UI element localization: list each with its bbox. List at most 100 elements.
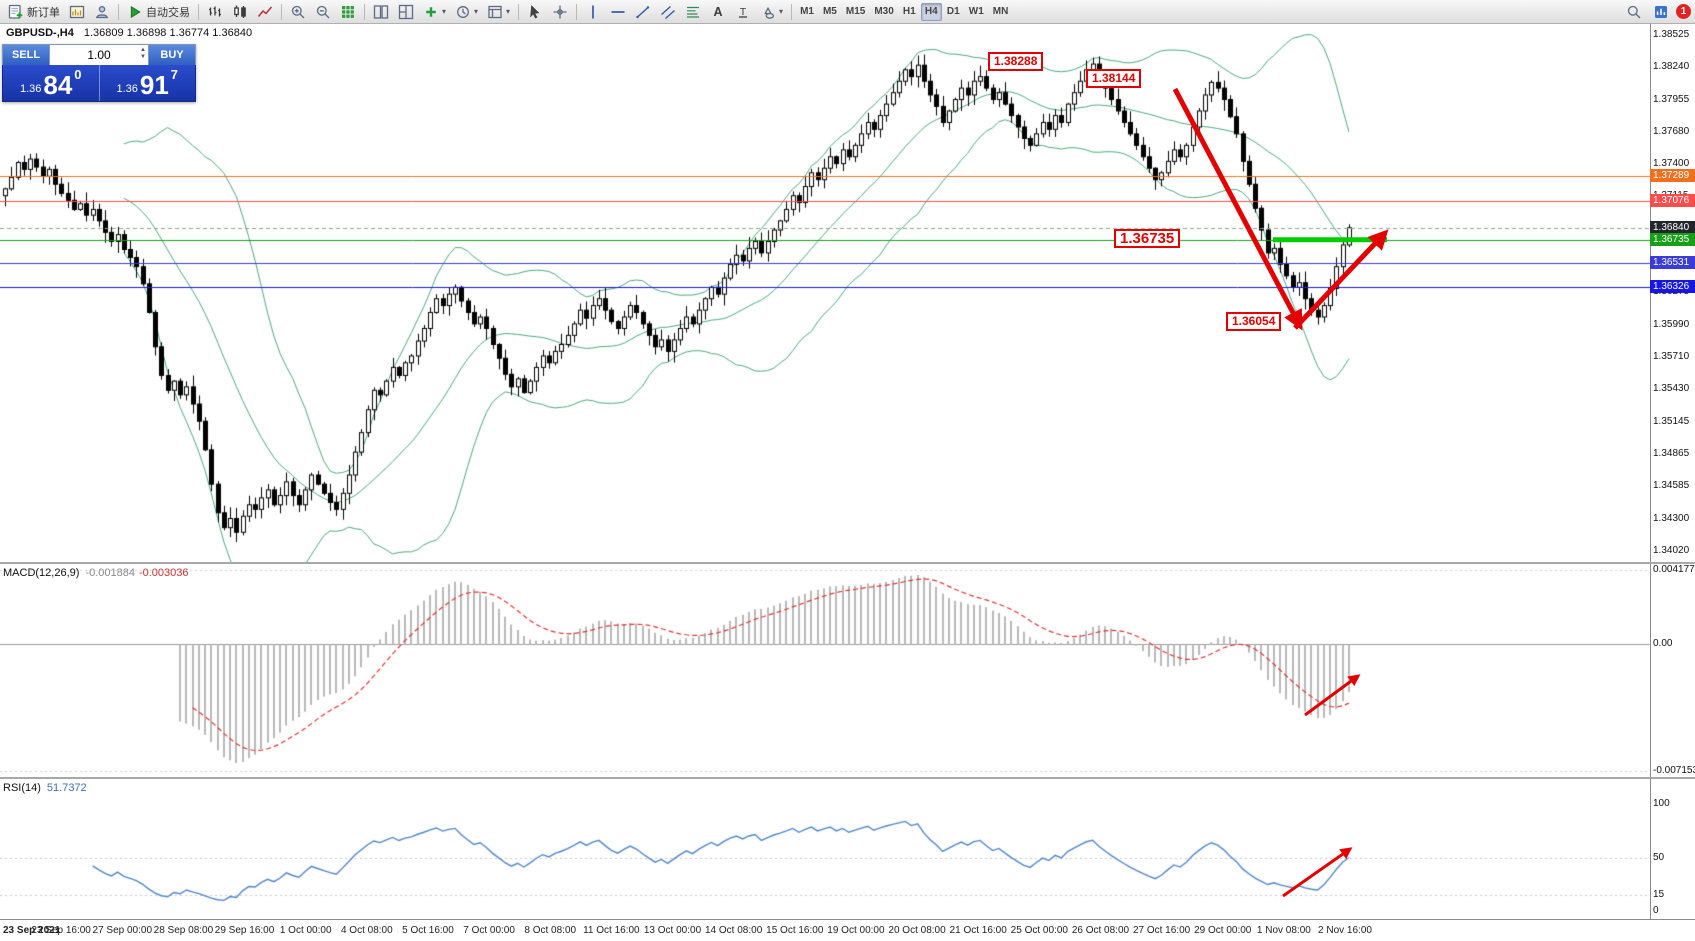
panel-splitter[interactable]	[0, 777, 1695, 779]
price-line-label: 1.37289	[1650, 169, 1695, 183]
timeframe-m30-button[interactable]: M30	[874, 6, 894, 17]
text-icon: A	[714, 5, 723, 19]
timeframe-d1-button[interactable]: D1	[946, 6, 960, 17]
timeframe-h4-button[interactable]: H4	[920, 2, 942, 21]
trade-header-row: SELL 1.00 ▲ ▼ BUY	[2, 44, 196, 65]
toolbar-profile-button[interactable]	[90, 2, 114, 22]
toolbar-separator	[576, 3, 578, 20]
channel-icon	[661, 5, 676, 19]
time-axis-label: 19 Oct 00:00	[827, 925, 885, 936]
timeframe-m1-button[interactable]: M1	[800, 6, 814, 17]
toolbar-channel-button[interactable]	[656, 2, 680, 22]
price-axis-label: 1.34585	[1653, 479, 1690, 491]
hline-icon	[611, 10, 625, 13]
toolbar-chart-window-button[interactable]	[65, 2, 89, 22]
toolbar-market-button[interactable]	[1649, 2, 1673, 22]
market-icon	[1655, 5, 1667, 18]
toolbar-shapes-button[interactable]: ▾	[756, 2, 787, 22]
vline-icon	[592, 5, 594, 18]
toolbar-periods-button[interactable]: ▾	[451, 2, 482, 22]
toolbar-text-label-button[interactable]: T	[731, 2, 755, 22]
buy-price-pip: 7	[170, 67, 179, 82]
panel-splitter[interactable]	[0, 562, 1695, 564]
rsi-panel-canvas[interactable]	[0, 779, 1650, 919]
toolbar-indicators-button[interactable]	[336, 2, 360, 22]
price-annotation[interactable]: 1.36735	[1114, 229, 1181, 248]
toolbar-crosshair-button[interactable]	[548, 2, 572, 22]
toolbar-zoom-in-button[interactable]	[286, 2, 310, 22]
timeframe-w1-button[interactable]: W1	[968, 6, 984, 17]
time-axis[interactable]: 23 Sep 2021 23 Sep 16:00 27 Sep 00:00 28 Se…	[0, 919, 1695, 941]
toolbar-cursor-button[interactable]	[523, 2, 547, 22]
time-axis-label: 8 Oct 08:00	[524, 925, 577, 936]
price-axis-label: 1.35710	[1653, 351, 1690, 363]
macd-panel-canvas[interactable]	[0, 564, 1650, 777]
chart-title: GBPUSD-,H4 1.36809 1.36898 1.36774 1.3684…	[6, 27, 252, 39]
indicator-axis-label: 50	[1653, 851, 1665, 863]
caret-down-icon: ▾	[506, 7, 511, 16]
toolbar-text-button[interactable]: A	[706, 2, 730, 22]
arrange-icon	[398, 4, 414, 19]
time-axis-label: 20 Oct 08:00	[888, 925, 946, 936]
price-axis-label: 1.35430	[1653, 383, 1690, 395]
price-annotation[interactable]: 1.38288	[988, 52, 1044, 71]
sell-price-pip: 0	[74, 67, 82, 82]
toolbar-horizontal-line-button[interactable]	[606, 2, 630, 22]
price-annotation[interactable]: 1.38144	[1086, 69, 1142, 88]
toolbar-separator	[281, 3, 282, 20]
macd-name: MACD(12,26,9)	[3, 567, 80, 579]
toolbar-vertical-line-button[interactable]	[581, 2, 605, 22]
buy-price[interactable]: 1.36 91 7	[100, 65, 196, 101]
timeframe-m15-button[interactable]: M15	[845, 6, 866, 17]
time-axis-label: 14 Oct 08:00	[704, 925, 763, 936]
buy-button[interactable]: BUY	[149, 45, 195, 65]
price-annotation[interactable]: 1.36054	[1226, 312, 1282, 331]
toolbar-arrange-windows-button[interactable]	[394, 2, 418, 22]
time-axis-label: 23 Sep 16:00	[31, 925, 91, 936]
volume-spinner[interactable]: ▲ ▼	[140, 47, 146, 61]
main-chart-canvas[interactable]	[0, 24, 1650, 562]
time-axis-label: 4 Oct 08:00	[340, 925, 393, 936]
price-line-label: 1.36735	[1650, 232, 1695, 246]
notification-badge[interactable]: 1	[1676, 4, 1691, 19]
volume-input[interactable]: 1.00 ▲ ▼	[49, 45, 149, 65]
zoom-out-icon	[316, 5, 330, 18]
toolbar-fibonacci-button[interactable]	[681, 2, 705, 22]
toolbar-zoom-out-button[interactable]	[311, 2, 335, 22]
indicator-axis-label: 15	[1653, 888, 1665, 900]
toolbar-search-button[interactable]	[1622, 2, 1646, 22]
svg-text:T: T	[740, 6, 747, 18]
toolbar-new-order-button[interactable]: 新订单	[4, 2, 64, 22]
price-line-label: 1.37076	[1650, 193, 1695, 207]
toolbar-tile-windows-button[interactable]	[369, 2, 393, 22]
time-axis-label: 25 Oct 00:00	[1010, 925, 1068, 936]
sell-button[interactable]: SELL	[3, 45, 49, 65]
new-order-icon	[8, 4, 23, 19]
time-axis-label: 1 Nov 08:00	[1256, 925, 1311, 936]
toolbar-bar-chart-button[interactable]	[203, 2, 227, 22]
timeframe-m5-button[interactable]: M5	[822, 6, 837, 17]
timeframe-mn-button[interactable]: MN	[992, 6, 1009, 17]
toolbar-line-chart-button[interactable]	[253, 2, 277, 22]
toolbar-autotrading-button[interactable]: 自动交易	[123, 2, 194, 22]
toolbar-trendline-button[interactable]	[631, 2, 655, 22]
time-axis-label: 27 Sep 00:00	[92, 925, 153, 936]
cursor-icon	[530, 4, 540, 19]
toolbar-candlestick-chart-button[interactable]	[228, 2, 252, 22]
sell-price[interactable]: 1.36 84 0	[3, 65, 100, 101]
time-axis-label: 1 Oct 00:00	[279, 925, 332, 936]
line-icon	[257, 6, 273, 17]
toolbar-separator	[518, 3, 520, 20]
timeframe-h1-button[interactable]: H1	[902, 6, 916, 17]
price-axis-label: 1.37955	[1653, 94, 1690, 106]
time-axis-label: 7 Oct 00:00	[463, 925, 515, 936]
svg-text:A: A	[714, 5, 723, 19]
toolbar-separator	[364, 3, 365, 20]
trend-icon	[636, 5, 650, 18]
spinner-up-icon[interactable]: ▲	[140, 47, 146, 53]
toolbar-add-indicator-button[interactable]: ▾	[419, 2, 450, 22]
toolbar-templates-button[interactable]: ▾	[483, 2, 514, 22]
sell-price-big: 84	[43, 70, 73, 100]
time-axis-label: 13 Oct 00:00	[643, 925, 702, 936]
spinner-down-icon[interactable]: ▼	[140, 54, 146, 60]
